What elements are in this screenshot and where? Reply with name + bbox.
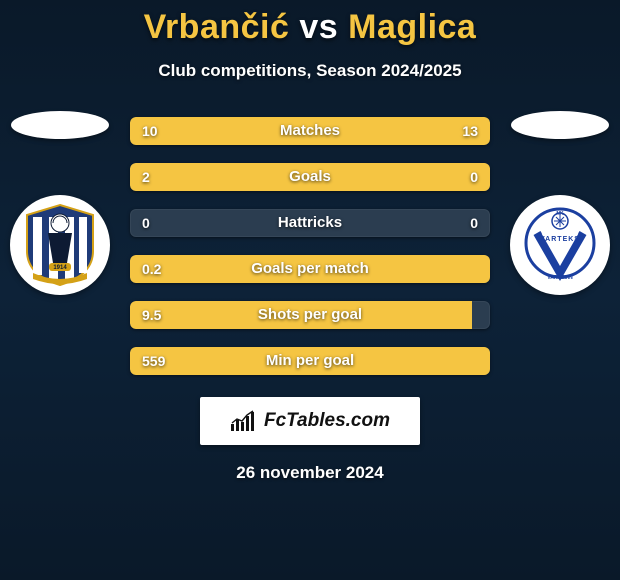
player2-photo-placeholder (511, 111, 609, 139)
svg-text:VARAŽDIN: VARAŽDIN (547, 273, 573, 281)
right-player-column: NK VARTEKS VARAŽDIN (510, 111, 610, 295)
brand-text: FcTables.com (264, 410, 390, 432)
content-area: 1914 NK VARTEKS VARAŽDIN 1013Matches 20Go… (0, 117, 620, 483)
stat-label: Min per goal (130, 347, 490, 375)
stat-bar: 9.5Shots per goal (130, 301, 490, 329)
subtitle: Club competitions, Season 2024/2025 (0, 61, 620, 81)
player2-club-badge: NK VARTEKS VARAŽDIN (510, 195, 610, 295)
stat-bar: 559Min per goal (130, 347, 490, 375)
svg-text:1914: 1914 (53, 265, 67, 271)
stat-label: Hattricks (130, 209, 490, 237)
player1-club-badge: 1914 (10, 195, 110, 295)
stat-bar: 20Goals (130, 163, 490, 191)
svg-text:VARTEKS: VARTEKS (540, 236, 580, 243)
stat-label: Goals (130, 163, 490, 191)
left-player-column: 1914 (10, 111, 110, 295)
comparison-title: Vrbančić vs Maglica (0, 0, 620, 47)
stat-label: Shots per goal (130, 301, 490, 329)
player1-photo-placeholder (11, 111, 109, 139)
stat-label: Goals per match (130, 255, 490, 283)
brand-box[interactable]: FcTables.com (200, 397, 420, 445)
stats-bars: 1013Matches 20Goals 00Hattricks 0.2Goals pe… (130, 117, 490, 375)
stat-label: Matches (130, 117, 490, 145)
date-text: 26 november 2024 (0, 463, 620, 483)
lokomotiva-badge-icon: 1914 (23, 203, 97, 287)
fctables-logo-icon (230, 410, 258, 432)
player1-name: Vrbančić (144, 8, 290, 46)
svg-text:NK: NK (556, 211, 564, 217)
player2-name: Maglica (348, 8, 476, 46)
vs-text: vs (299, 8, 338, 46)
stat-bar: 1013Matches (130, 117, 490, 145)
stat-bar: 00Hattricks (130, 209, 490, 237)
stat-bar: 0.2Goals per match (130, 255, 490, 283)
varteks-badge-icon: NK VARTEKS VARAŽDIN (523, 203, 597, 287)
